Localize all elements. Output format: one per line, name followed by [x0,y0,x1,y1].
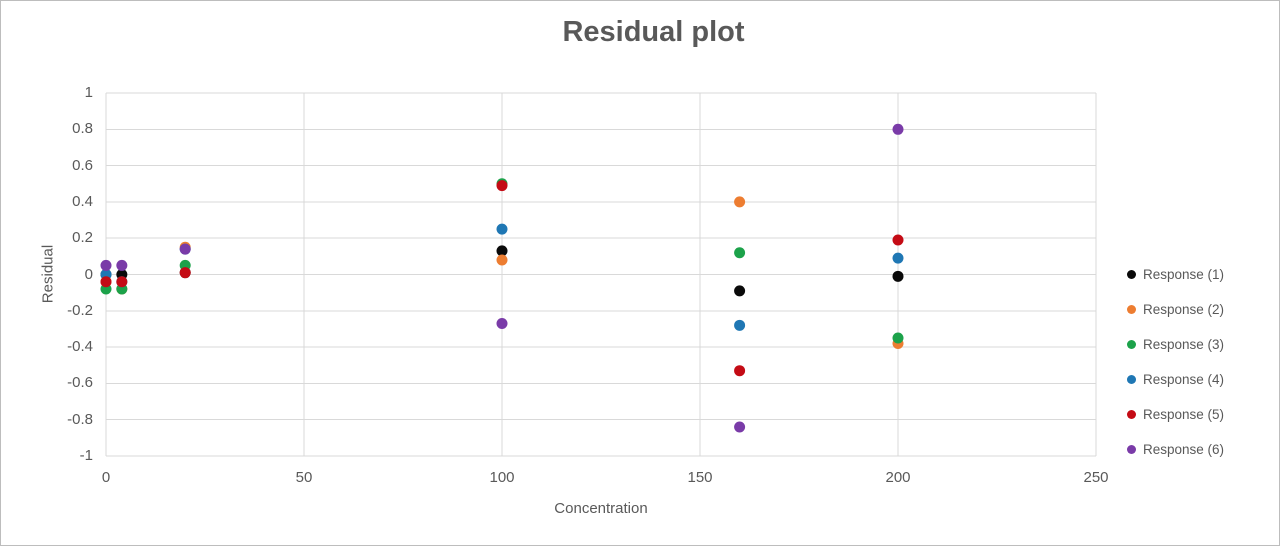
legend-marker-icon [1127,444,1136,454]
data-point [179,267,191,279]
data-point [892,270,904,282]
x-axis-title: Concentration [554,500,648,517]
legend-label: Response (4) [1143,371,1225,387]
data-point [734,247,746,259]
legend-item[interactable]: Response (5) [1127,402,1224,426]
x-tick-label: 150 [687,469,713,486]
data-point [496,318,508,330]
legend-marker-icon [1127,409,1136,419]
legend-label: Response (5) [1143,406,1225,422]
data-point [100,276,112,288]
legend-label: Response (2) [1143,301,1225,317]
plot-area [100,92,1097,457]
legend-label: Response (6) [1143,441,1225,457]
y-tick-label: -0.6 [67,374,93,392]
data-point [496,245,508,257]
y-tick-label: 0.6 [72,156,93,174]
data-point [100,259,112,271]
data-point [116,276,128,288]
legend: Response (1) Response (2) Response (3) Resp… [1127,262,1224,461]
data-point [734,319,746,331]
data-point [496,223,508,235]
data-point [734,196,746,208]
legend-marker-icon [1127,374,1136,384]
chart-title: Residual plot [562,16,745,48]
y-tick-label: -0.4 [67,338,93,356]
data-point [892,252,904,264]
legend-label: Response (3) [1143,336,1225,352]
data-point [496,180,508,192]
legend-item[interactable]: Response (3) [1127,332,1224,356]
data-point [734,365,746,377]
data-point [496,254,508,266]
data-point [734,421,746,433]
data-point [892,234,904,246]
y-tick-label: -0.8 [67,410,93,428]
y-tick-label: 0 [84,265,93,283]
x-tick-label: 250 [1083,469,1109,486]
y-tick-label: -0.2 [67,301,93,319]
data-point [116,259,128,271]
data-point [892,123,904,135]
y-tick-label: 0.2 [72,229,93,247]
y-tick-label: 0.4 [72,192,93,210]
legend-item[interactable]: Response (2) [1127,297,1224,321]
legend-label: Response (1) [1143,266,1225,282]
x-tick-label: 100 [489,469,515,486]
x-tick-label: 0 [101,469,111,486]
y-tick-label: 0.8 [72,120,93,138]
legend-marker-icon [1127,304,1136,314]
data-point [734,285,746,297]
legend-item[interactable]: Response (4) [1127,367,1224,391]
y-tick-label: -1 [79,447,93,464]
data-point [179,243,191,255]
data-point [892,332,904,344]
x-tick-label: 200 [885,469,911,486]
x-tick-label: 50 [295,469,313,486]
legend-marker-icon [1127,269,1136,279]
y-tick-label: 1 [84,84,93,101]
legend-item[interactable]: Response (6) [1127,437,1224,461]
legend-item[interactable]: Response (1) [1127,262,1224,286]
legend-marker-icon [1127,339,1136,349]
